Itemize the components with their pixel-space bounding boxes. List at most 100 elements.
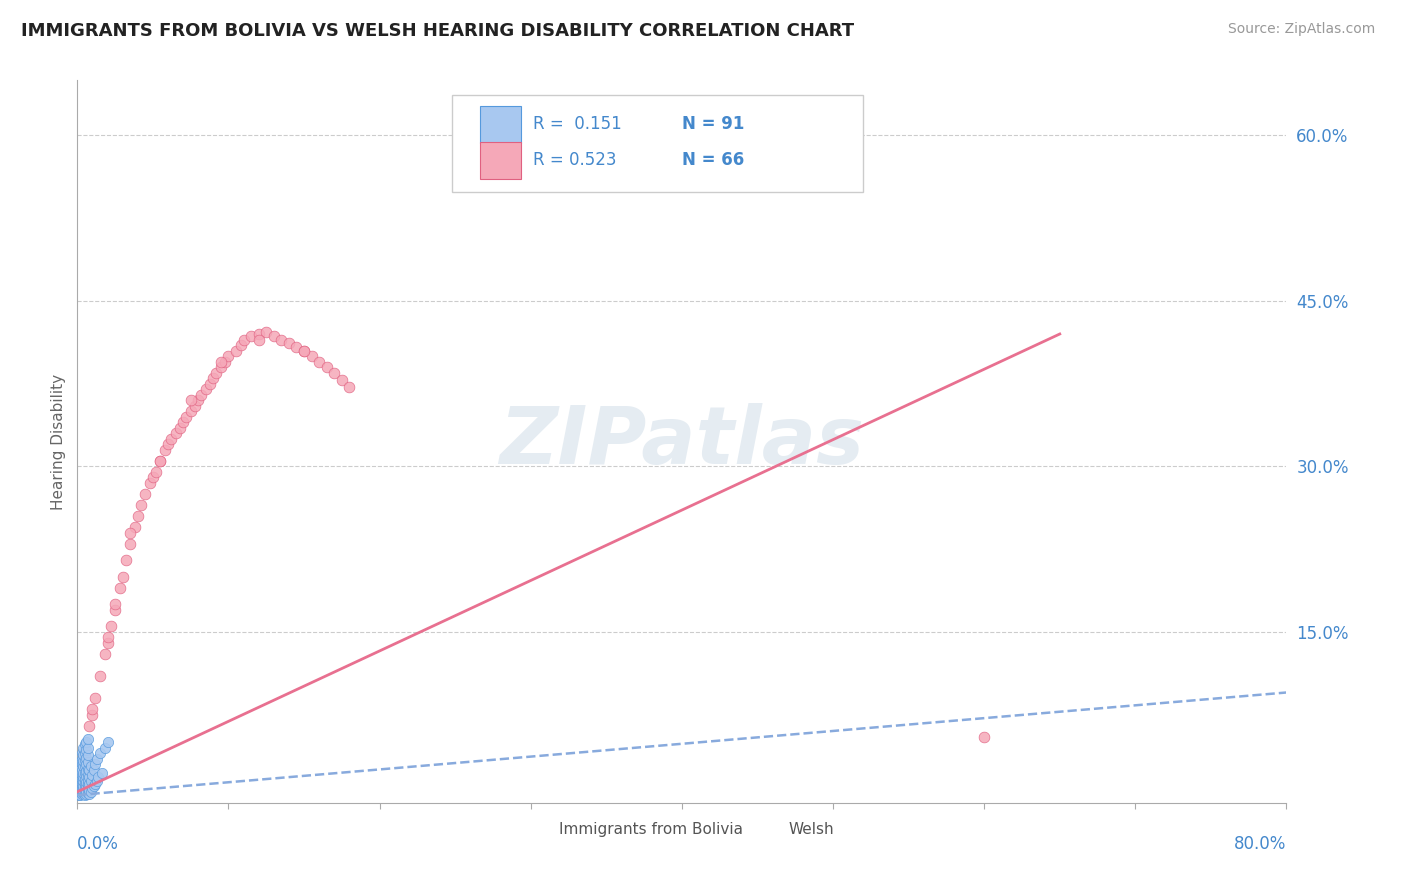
Point: [83, 763, 105, 777]
Point: [69, 766, 91, 780]
Point: [73, 766, 96, 780]
Point: [72, 748, 94, 763]
Point: [79, 787, 101, 801]
Point: [69, 776, 91, 790]
Point: [69, 779, 91, 793]
Point: [240, 329, 263, 343]
Point: [285, 340, 308, 354]
FancyBboxPatch shape: [479, 142, 522, 179]
Point: [70, 772, 93, 787]
Point: [70, 777, 93, 791]
Point: [69, 771, 91, 785]
Point: [108, 581, 131, 595]
Point: [200, 376, 222, 391]
Point: [218, 349, 240, 363]
Point: [70, 752, 93, 766]
Point: [70, 746, 93, 760]
Point: [270, 333, 292, 347]
Point: [93, 647, 115, 661]
Point: [72, 754, 94, 768]
Point: [172, 415, 194, 429]
Point: [75, 769, 97, 783]
Point: [70, 780, 93, 795]
Point: [67, 779, 90, 793]
Point: [72, 759, 94, 773]
Point: [174, 409, 197, 424]
Point: [247, 333, 270, 347]
Point: [80, 785, 103, 799]
Point: [79, 763, 101, 777]
Point: [82, 707, 104, 722]
Point: [79, 777, 101, 791]
Point: [89, 746, 111, 760]
Point: [77, 768, 100, 782]
Point: [104, 603, 127, 617]
Text: N = 66: N = 66: [682, 152, 744, 169]
Point: [67, 768, 90, 782]
Point: [72, 786, 94, 800]
Point: [77, 762, 100, 776]
Point: [292, 343, 315, 358]
Point: [77, 772, 100, 787]
Point: [67, 782, 90, 797]
Text: R =  0.151: R = 0.151: [533, 115, 621, 133]
Point: [225, 343, 247, 358]
Text: N = 91: N = 91: [682, 115, 744, 133]
Point: [89, 669, 111, 683]
Point: [67, 773, 90, 788]
Point: [263, 329, 285, 343]
Point: [209, 360, 232, 375]
Point: [80, 759, 103, 773]
Point: [79, 771, 101, 785]
Point: [75, 750, 97, 764]
Point: [67, 787, 90, 801]
Point: [149, 454, 172, 468]
Point: [90, 766, 112, 780]
Point: [70, 763, 93, 777]
Point: [315, 360, 337, 375]
Point: [111, 569, 134, 583]
FancyBboxPatch shape: [740, 816, 782, 844]
Point: [73, 753, 96, 767]
Point: [73, 746, 96, 760]
Point: [77, 786, 100, 800]
Point: [72, 773, 94, 788]
Point: [194, 382, 217, 396]
Point: [96, 636, 118, 650]
Text: Welsh: Welsh: [789, 822, 834, 837]
Point: [84, 691, 107, 706]
Point: [96, 735, 118, 749]
Text: ZIPatlas: ZIPatlas: [499, 402, 865, 481]
Point: [229, 338, 252, 352]
Point: [180, 393, 202, 408]
Point: [77, 748, 100, 763]
Point: [73, 746, 96, 760]
Point: [308, 354, 330, 368]
Point: [93, 740, 115, 755]
Point: [973, 730, 995, 744]
Point: [77, 755, 100, 769]
Point: [67, 771, 90, 785]
Point: [75, 764, 97, 778]
Point: [72, 779, 94, 793]
Point: [86, 752, 108, 766]
Point: [72, 740, 94, 755]
Point: [80, 773, 103, 788]
Point: [69, 785, 91, 799]
Point: [70, 787, 93, 801]
Point: [232, 333, 254, 347]
FancyBboxPatch shape: [510, 816, 551, 844]
Point: [79, 782, 101, 797]
Point: [72, 771, 94, 785]
Point: [70, 768, 93, 782]
FancyBboxPatch shape: [479, 105, 522, 143]
Point: [214, 354, 236, 368]
Point: [209, 354, 232, 368]
Point: [124, 520, 146, 534]
Text: IMMIGRANTS FROM BOLIVIA VS WELSH HEARING DISABILITY CORRELATION CHART: IMMIGRANTS FROM BOLIVIA VS WELSH HEARING…: [21, 22, 855, 40]
Point: [73, 759, 96, 773]
Point: [70, 783, 93, 797]
Point: [73, 785, 96, 799]
Point: [180, 404, 202, 418]
Text: 80.0%: 80.0%: [1234, 835, 1286, 854]
